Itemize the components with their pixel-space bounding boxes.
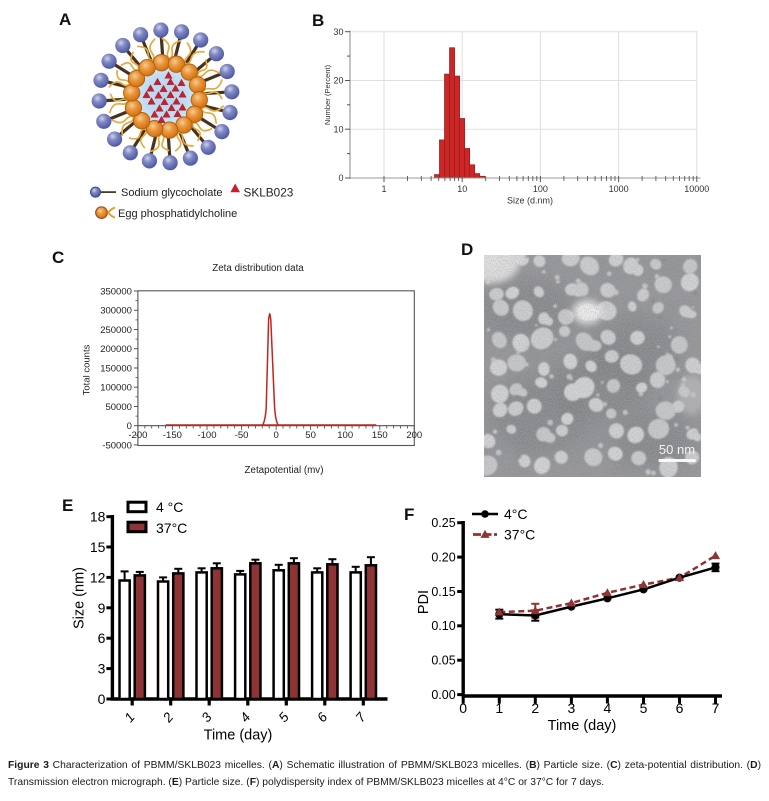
svg-text:0.15: 0.15 — [431, 585, 455, 599]
svg-text:300000: 300000 — [100, 306, 132, 317]
svg-text:1: 1 — [121, 710, 137, 725]
svg-text:-200: -200 — [128, 430, 147, 441]
svg-text:10: 10 — [333, 124, 343, 134]
svg-text:E: E — [62, 496, 73, 515]
svg-text:10: 10 — [457, 184, 467, 194]
svg-text:100000: 100000 — [100, 383, 132, 394]
svg-text:12: 12 — [90, 569, 106, 585]
svg-text:30: 30 — [333, 27, 343, 37]
svg-text:50000: 50000 — [105, 402, 131, 413]
svg-text:50 nm: 50 nm — [659, 442, 695, 457]
svg-text:150: 150 — [372, 430, 388, 441]
svg-text:15: 15 — [90, 539, 106, 555]
svg-text:200: 200 — [406, 430, 422, 441]
svg-text:250000: 250000 — [100, 325, 132, 336]
svg-text:4: 4 — [604, 700, 612, 716]
svg-text:1: 1 — [495, 700, 503, 716]
svg-text:-50: -50 — [235, 430, 249, 441]
svg-text:4°C: 4°C — [504, 506, 528, 522]
svg-text:-50000: -50000 — [102, 440, 132, 451]
svg-text:100: 100 — [533, 184, 548, 194]
svg-text:F: F — [404, 505, 414, 524]
svg-text:0: 0 — [459, 700, 467, 716]
svg-text:Sodium glycocholate: Sodium glycocholate — [121, 187, 223, 199]
svg-text:18: 18 — [90, 509, 106, 525]
svg-text:3: 3 — [568, 700, 576, 716]
svg-text:50: 50 — [305, 430, 316, 441]
svg-text:PDI: PDI — [416, 590, 432, 614]
svg-text:20: 20 — [333, 76, 343, 86]
svg-text:Total counts: Total counts — [82, 344, 93, 395]
svg-text:-100: -100 — [197, 430, 216, 441]
svg-text:B: B — [312, 11, 324, 30]
svg-text:100: 100 — [337, 430, 353, 441]
svg-text:1000: 1000 — [609, 184, 629, 194]
svg-text:350000: 350000 — [100, 286, 132, 297]
svg-text:0.25: 0.25 — [431, 516, 455, 530]
svg-text:0: 0 — [98, 691, 106, 707]
svg-text:2: 2 — [531, 700, 539, 716]
svg-text:0: 0 — [338, 173, 343, 183]
svg-text:0.20: 0.20 — [431, 551, 455, 565]
svg-text:Time (day): Time (day) — [548, 718, 617, 734]
svg-text:C: C — [52, 248, 64, 267]
svg-text:Size (nm): Size (nm) — [72, 567, 88, 629]
svg-text:0: 0 — [127, 421, 132, 432]
svg-text:3: 3 — [98, 661, 106, 677]
svg-text:Zeta distribution data: Zeta distribution data — [212, 263, 304, 274]
svg-text:10000: 10000 — [684, 184, 709, 194]
svg-text:0.10: 0.10 — [431, 619, 455, 633]
svg-text:7: 7 — [712, 700, 720, 716]
svg-text:37°C: 37°C — [156, 520, 187, 536]
svg-text:0.00: 0.00 — [431, 688, 455, 702]
svg-text:3: 3 — [198, 709, 215, 725]
svg-text:-150: -150 — [163, 430, 182, 441]
svg-text:9: 9 — [98, 600, 106, 616]
svg-text:37°C: 37°C — [504, 527, 535, 543]
svg-text:SKLB023: SKLB023 — [244, 186, 294, 200]
svg-text:0.05: 0.05 — [431, 654, 455, 668]
svg-text:0: 0 — [273, 430, 278, 441]
svg-text:4: 4 — [237, 710, 253, 725]
svg-text:6: 6 — [98, 630, 106, 646]
svg-text:150000: 150000 — [100, 363, 132, 374]
svg-text:Time (day): Time (day) — [204, 728, 273, 744]
svg-text:5: 5 — [276, 709, 293, 725]
svg-text:Zetapotential (mv): Zetapotential (mv) — [245, 465, 324, 476]
svg-text:Number (Percent): Number (Percent) — [323, 64, 332, 125]
svg-text:Egg phosphatidylcholine: Egg phosphatidylcholine — [118, 208, 237, 220]
svg-text:6: 6 — [676, 700, 684, 716]
svg-text:1: 1 — [381, 184, 386, 194]
svg-text:200000: 200000 — [100, 344, 132, 355]
svg-text:7: 7 — [353, 709, 370, 725]
svg-text:5: 5 — [640, 700, 648, 716]
svg-text:Size (d.nm): Size (d.nm) — [507, 196, 553, 206]
svg-text:2: 2 — [159, 709, 176, 726]
svg-text:4 °C: 4 °C — [156, 499, 183, 515]
svg-text:6: 6 — [314, 709, 331, 725]
